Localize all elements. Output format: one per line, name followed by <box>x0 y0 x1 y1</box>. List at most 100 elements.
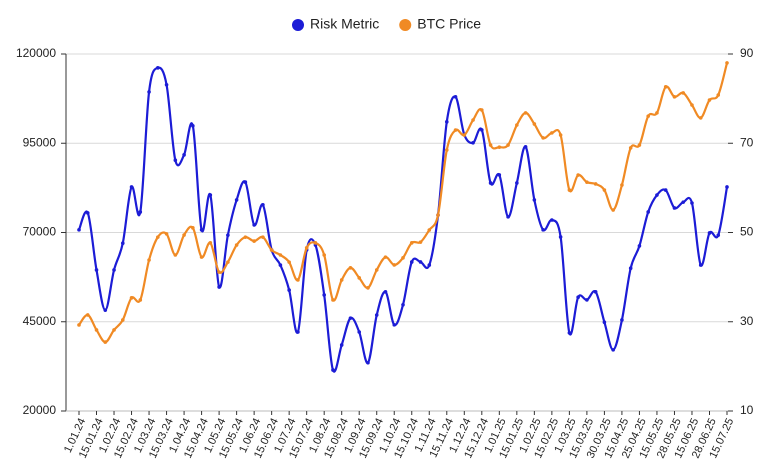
data-point <box>480 108 484 112</box>
data-point <box>147 90 151 94</box>
data-point <box>453 128 458 132</box>
data-point <box>208 241 213 245</box>
y-tick-label: 45000 <box>23 314 57 328</box>
data-point <box>602 188 607 192</box>
data-point <box>331 298 335 302</box>
data-point <box>401 302 405 307</box>
y-tick-label: 20000 <box>23 403 57 417</box>
data-point <box>199 228 204 232</box>
data-point <box>243 235 248 239</box>
data-point <box>550 131 554 135</box>
data-point <box>392 323 397 327</box>
data-point <box>716 93 721 97</box>
data-point <box>217 285 221 289</box>
data-point <box>322 253 326 257</box>
data-point <box>637 244 642 248</box>
data-point <box>85 313 90 317</box>
data-point <box>698 263 703 267</box>
legend-label: Risk Metric <box>310 16 379 32</box>
data-point <box>94 328 99 332</box>
data-point <box>672 95 677 99</box>
data-point <box>532 198 537 202</box>
data-point <box>453 95 458 99</box>
data-point <box>164 232 169 236</box>
data-point <box>296 330 300 334</box>
y2-tick-label: 10 <box>740 403 754 417</box>
data-point <box>532 122 537 126</box>
data-point <box>357 330 362 334</box>
data-point <box>129 185 134 189</box>
data-point <box>409 260 414 264</box>
data-point <box>585 298 589 302</box>
data-point <box>558 133 563 137</box>
data-point <box>488 143 493 147</box>
data-point <box>77 228 81 232</box>
data-point <box>409 241 414 245</box>
data-point <box>304 246 309 250</box>
data-point <box>164 82 169 87</box>
data-point <box>593 290 598 294</box>
data-point <box>278 253 283 257</box>
data-point <box>488 181 493 185</box>
data-point <box>199 255 204 259</box>
data-point <box>725 185 729 189</box>
data-point <box>620 183 624 187</box>
data-point <box>357 276 362 280</box>
data-point <box>611 208 615 212</box>
data-point <box>646 210 650 214</box>
data-point <box>103 340 108 344</box>
data-point <box>226 260 230 264</box>
data-point <box>374 268 379 272</box>
y2-tick-label: 50 <box>740 225 754 239</box>
data-point <box>602 320 607 324</box>
data-point <box>366 361 370 365</box>
data-point <box>506 143 510 147</box>
data-point <box>261 203 265 207</box>
data-point <box>120 241 125 246</box>
data-point <box>698 116 703 120</box>
data-point <box>278 263 283 267</box>
data-point <box>94 268 99 272</box>
data-point <box>707 231 712 235</box>
data-point <box>287 260 291 264</box>
data-point <box>506 215 510 219</box>
data-point <box>339 278 344 282</box>
data-point <box>392 263 397 267</box>
data-point <box>690 201 694 205</box>
data-point <box>208 193 213 197</box>
data-point <box>103 308 108 312</box>
data-point <box>716 233 721 237</box>
data-point <box>418 240 423 244</box>
legend-marker <box>292 19 304 31</box>
data-point <box>523 145 528 149</box>
data-point <box>77 323 81 327</box>
data-point <box>331 368 335 372</box>
data-point <box>156 235 160 239</box>
data-point <box>287 288 291 292</box>
data-point <box>339 343 344 347</box>
data-point <box>252 239 256 243</box>
data-point <box>427 228 432 232</box>
data-point <box>129 296 134 300</box>
data-point <box>112 328 116 332</box>
data-point <box>690 103 694 107</box>
y2-tick-label: 70 <box>740 135 754 149</box>
data-point <box>444 148 449 152</box>
data-point <box>85 211 90 215</box>
y-tick-label: 120000 <box>16 46 56 60</box>
data-point <box>585 180 589 184</box>
data-point <box>156 66 160 70</box>
data-point <box>366 286 370 290</box>
data-point <box>269 248 274 252</box>
data-point <box>663 85 668 89</box>
data-point <box>497 173 502 177</box>
data-point <box>567 331 572 335</box>
y2-tick-label: 30 <box>740 314 754 328</box>
data-point <box>313 241 318 245</box>
data-point <box>173 158 178 163</box>
data-point <box>471 118 475 122</box>
data-point <box>436 213 440 217</box>
y-tick-label: 95000 <box>23 135 57 149</box>
data-point <box>628 146 633 150</box>
